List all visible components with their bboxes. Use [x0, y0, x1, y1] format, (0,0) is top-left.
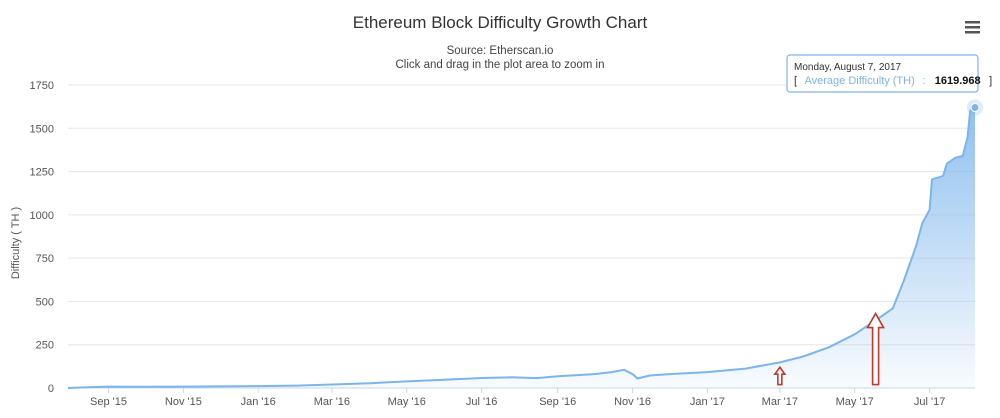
- x-tick-label: May '17: [836, 396, 874, 408]
- y-tick-label: 500: [36, 296, 54, 308]
- hover-point-marker[interactable]: [970, 103, 980, 113]
- x-tick-label: May '16: [388, 396, 426, 408]
- tooltip-date: Monday, August 7, 2017: [794, 62, 902, 73]
- plot-area[interactable]: [67, 99, 983, 389]
- gridlines: [68, 84, 975, 389]
- tooltip-series-label: Average Difficulty (TH): [805, 75, 915, 87]
- x-tick-label: Nov '16: [614, 396, 651, 408]
- y-tick-label: 1250: [30, 167, 54, 179]
- y-tick-label: 750: [36, 253, 54, 265]
- tooltip-row: [ Average Difficulty (TH) : 1619.968 ]: [794, 71, 992, 88]
- y-tick-label: 0: [48, 383, 54, 395]
- y-tick-label: 250: [36, 340, 54, 352]
- x-tick-label: Sep '16: [539, 396, 576, 408]
- y-tick-label: 1750: [30, 80, 54, 92]
- chart-title: Ethereum Block Difficulty Growth Chart: [353, 13, 648, 32]
- x-tick-label: Mar '16: [314, 396, 350, 408]
- x-tick-label: Jul '17: [914, 396, 945, 408]
- tooltip-value: 1619.968: [935, 75, 981, 87]
- x-tick-label: Jan '17: [690, 396, 725, 408]
- annotations: [773, 311, 885, 386]
- hamburger-menu-icon[interactable]: [962, 17, 984, 37]
- x-tick-label: Jul '16: [466, 396, 497, 408]
- y-axis-ticks: 0 250 500 750 1000 1250 1500 1750: [30, 80, 54, 395]
- series-line[interactable]: [67, 106, 976, 389]
- chart-subtitle-source: Source: Etherscan.io: [447, 45, 554, 57]
- tooltip-close-bracket: ]: [989, 75, 992, 87]
- y-axis-title: Difficulty ( TH ): [10, 207, 22, 279]
- x-axis-ticks: Sep '15 Nov '15 Jan '16 Mar '16 May '16 Jul '…: [68, 387, 975, 408]
- x-tick-label: Jan '16: [241, 396, 276, 408]
- x-tick-label: Mar '17: [762, 396, 798, 408]
- up-arrow-annotation: [773, 365, 787, 386]
- y-tick-label: 1500: [30, 123, 54, 135]
- up-arrow-annotation: [866, 311, 885, 386]
- x-tick-label: Nov '15: [165, 396, 202, 408]
- series-area-fill: [68, 107, 975, 388]
- tooltip: Monday, August 7, 2017 [ Average Difficu…: [786, 54, 992, 93]
- tooltip-open-bracket: [: [794, 75, 797, 87]
- y-tick-label: 1000: [30, 210, 54, 222]
- chart-subtitle-hint: Click and drag in the plot area to zoom …: [395, 59, 604, 71]
- tooltip-separator: :: [922, 75, 925, 87]
- x-tick-label: Sep '15: [90, 396, 127, 408]
